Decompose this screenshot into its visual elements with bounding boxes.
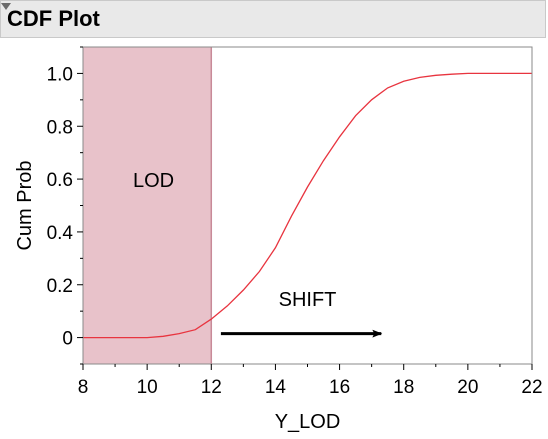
x-tick-label: 16 — [329, 377, 350, 398]
x-tick-label: 20 — [457, 377, 478, 398]
x-tick-label: 8 — [78, 377, 89, 398]
x-tick-label: 12 — [201, 377, 222, 398]
y-tick-label: 0.2 — [47, 276, 73, 297]
y-tick-label: 0 — [62, 329, 73, 350]
lod-label: LOD — [133, 170, 174, 192]
x-tick-label: 18 — [393, 377, 414, 398]
x-axis-title: Y_LOD — [275, 411, 341, 433]
x-tick-label: 22 — [521, 377, 542, 398]
shift-label: SHIFT — [279, 289, 337, 311]
y-axis-title: Cum Prob — [14, 160, 36, 250]
y-tick-label: 0.6 — [47, 170, 73, 191]
x-tick-label: 14 — [265, 377, 287, 398]
y-tick-label: 1.0 — [47, 64, 73, 85]
x-tick-label: 10 — [137, 377, 158, 398]
collapse-triangle-icon[interactable] — [1, 3, 11, 10]
panel-title: CDF Plot — [7, 6, 100, 31]
panel-header: CDF Plot — [0, 0, 546, 38]
cdf-series-line-0 — [83, 72, 532, 339]
y-tick-label: 0.8 — [47, 117, 73, 138]
lod-shaded-region — [83, 47, 212, 364]
y-tick-label: 0.4 — [47, 223, 74, 244]
